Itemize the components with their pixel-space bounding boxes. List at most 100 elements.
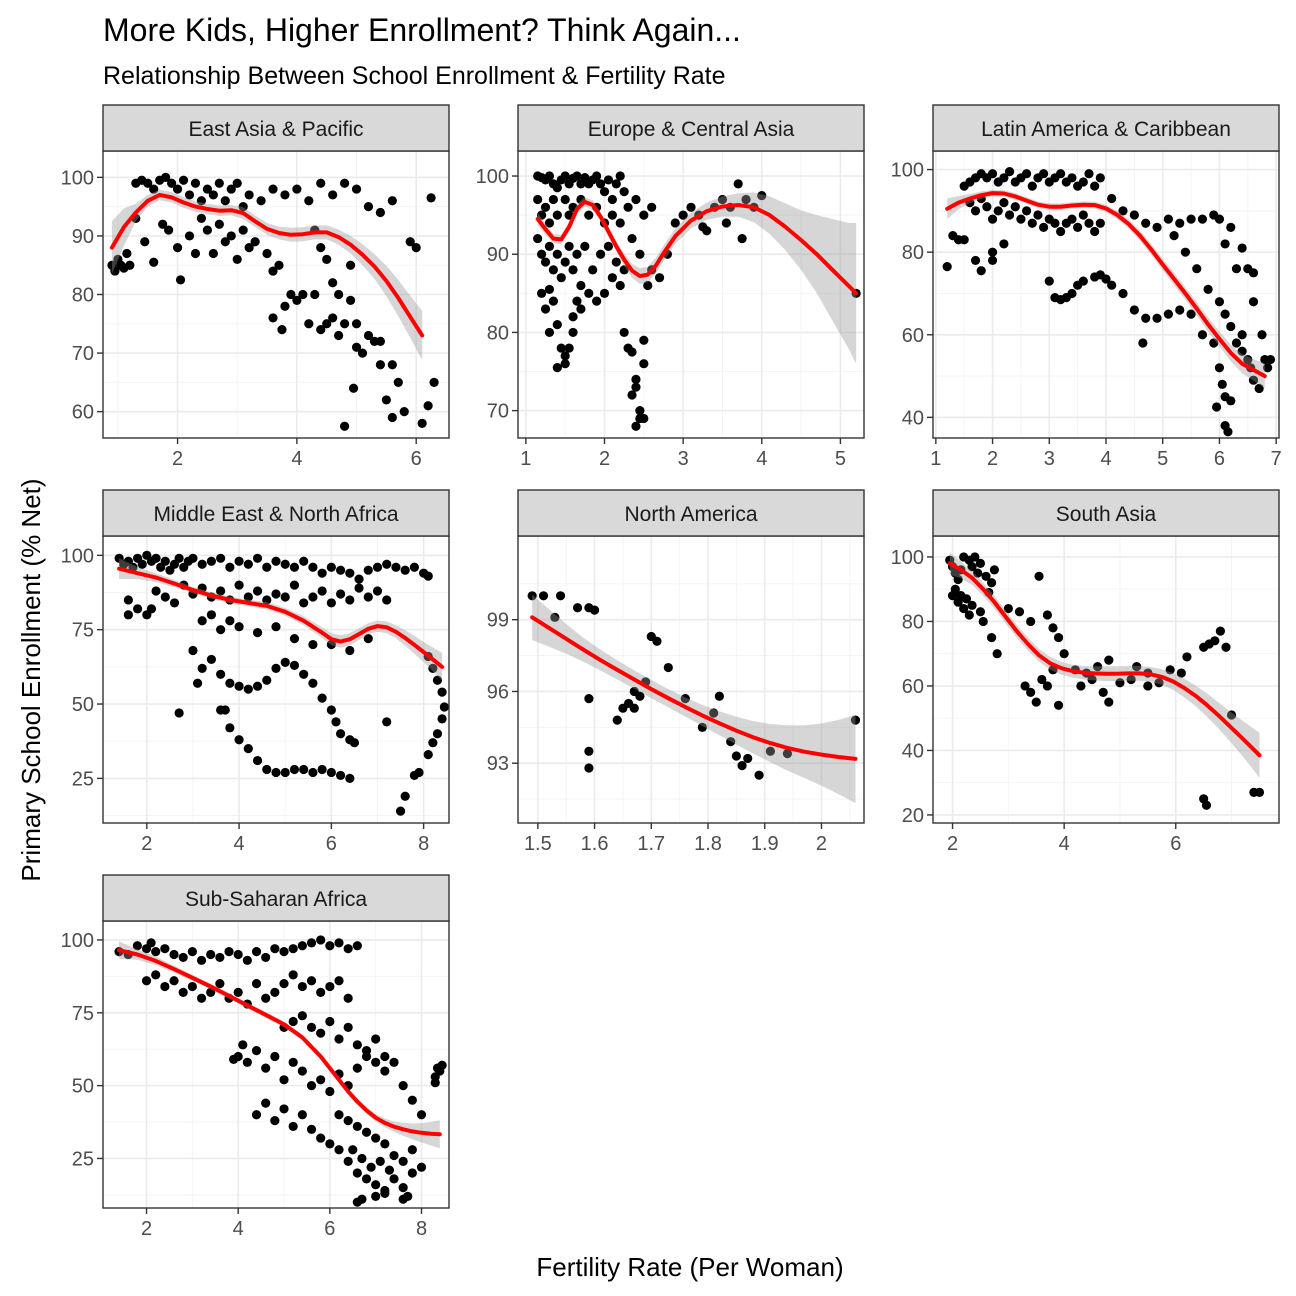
data-point xyxy=(584,288,594,298)
data-point xyxy=(548,194,558,205)
data-point xyxy=(122,248,132,259)
y-tick-label: 80 xyxy=(72,285,94,307)
data-point xyxy=(560,257,570,267)
data-point xyxy=(169,598,180,608)
data-point xyxy=(967,562,977,572)
data-point xyxy=(345,568,355,578)
data-point xyxy=(334,1110,344,1120)
x-axis: 2 4 6 xyxy=(947,823,1181,855)
y-tick-label: 25 xyxy=(72,1148,94,1170)
data-point xyxy=(1192,264,1202,274)
data-point xyxy=(399,407,409,417)
data-point xyxy=(292,184,302,194)
data-point xyxy=(160,944,170,954)
data-point xyxy=(345,595,355,605)
data-point xyxy=(308,592,318,602)
data-point xyxy=(540,257,551,267)
facet-strip-label: South Asia xyxy=(1056,503,1157,526)
data-point xyxy=(160,592,170,602)
data-point xyxy=(220,237,230,247)
data-point xyxy=(184,231,195,241)
data-point xyxy=(1033,210,1043,220)
data-point xyxy=(533,194,543,205)
data-point xyxy=(1201,800,1212,810)
data-point xyxy=(188,553,198,563)
data-point xyxy=(178,952,188,963)
data-point xyxy=(214,219,224,229)
data-point xyxy=(158,219,168,229)
data-point xyxy=(989,565,999,575)
data-point xyxy=(297,1066,307,1076)
data-point xyxy=(132,941,142,951)
data-point xyxy=(959,235,969,245)
data-point xyxy=(1042,681,1053,691)
data-point xyxy=(1237,243,1247,253)
data-point xyxy=(437,687,447,697)
data-point xyxy=(363,330,374,341)
data-point xyxy=(188,645,198,656)
data-point xyxy=(1169,231,1179,241)
data-point xyxy=(623,202,633,212)
data-point xyxy=(619,187,629,197)
data-point xyxy=(743,753,753,764)
data-point xyxy=(308,767,318,778)
x-tick-label: 1.8 xyxy=(694,833,722,855)
data-point xyxy=(595,179,606,189)
data-point xyxy=(652,636,662,646)
data-point xyxy=(137,559,147,569)
data-point xyxy=(261,952,271,963)
data-point xyxy=(220,705,230,715)
data-point xyxy=(643,280,653,291)
data-point xyxy=(1237,330,1247,340)
data-point xyxy=(1221,642,1231,652)
data-point xyxy=(987,247,998,257)
data-point xyxy=(208,190,218,200)
facet-strip xyxy=(102,104,450,152)
data-point xyxy=(1165,665,1175,675)
data-point xyxy=(289,660,300,670)
x-tick-label: 5 xyxy=(1157,448,1168,470)
data-point xyxy=(299,556,309,566)
data-point xyxy=(572,603,583,613)
data-point xyxy=(568,265,578,275)
data-point xyxy=(372,562,383,572)
data-point xyxy=(654,273,665,283)
data-point xyxy=(548,296,558,306)
data-point xyxy=(572,249,582,259)
data-point xyxy=(375,360,385,370)
data-point xyxy=(375,336,385,346)
data-point xyxy=(1031,697,1041,707)
data-point xyxy=(1197,330,1208,340)
data-point xyxy=(607,194,617,205)
data-point xyxy=(343,944,353,954)
data-point xyxy=(325,1086,335,1097)
x-tick-label: 2 xyxy=(141,1218,152,1240)
data-point xyxy=(407,1095,417,1105)
data-point xyxy=(316,935,326,945)
data-point xyxy=(226,231,236,241)
data-point xyxy=(361,1046,372,1056)
chart-subtitle: Relationship Between School Enrollment &… xyxy=(103,62,726,90)
data-point xyxy=(232,178,242,188)
data-point xyxy=(334,289,344,300)
data-point xyxy=(1078,177,1088,187)
data-point xyxy=(274,260,284,270)
data-point xyxy=(382,559,392,569)
data-point xyxy=(202,184,212,194)
data-point xyxy=(317,693,327,703)
data-point xyxy=(1107,280,1117,290)
x-tick-label: 4 xyxy=(233,1218,244,1240)
data-point xyxy=(1152,222,1162,232)
data-point xyxy=(680,694,690,704)
smooth-line xyxy=(109,192,425,338)
data-point xyxy=(627,390,637,400)
data-point xyxy=(292,295,302,305)
data-point xyxy=(540,304,551,314)
y-axis: 60 70 80 90 100 xyxy=(61,167,103,424)
data-point xyxy=(243,684,253,694)
data-point xyxy=(233,1051,243,1062)
data-point xyxy=(970,206,981,216)
data-point xyxy=(357,1194,367,1204)
y-tick-label: 100 xyxy=(891,160,924,182)
x-tick-label: 2 xyxy=(141,833,152,855)
